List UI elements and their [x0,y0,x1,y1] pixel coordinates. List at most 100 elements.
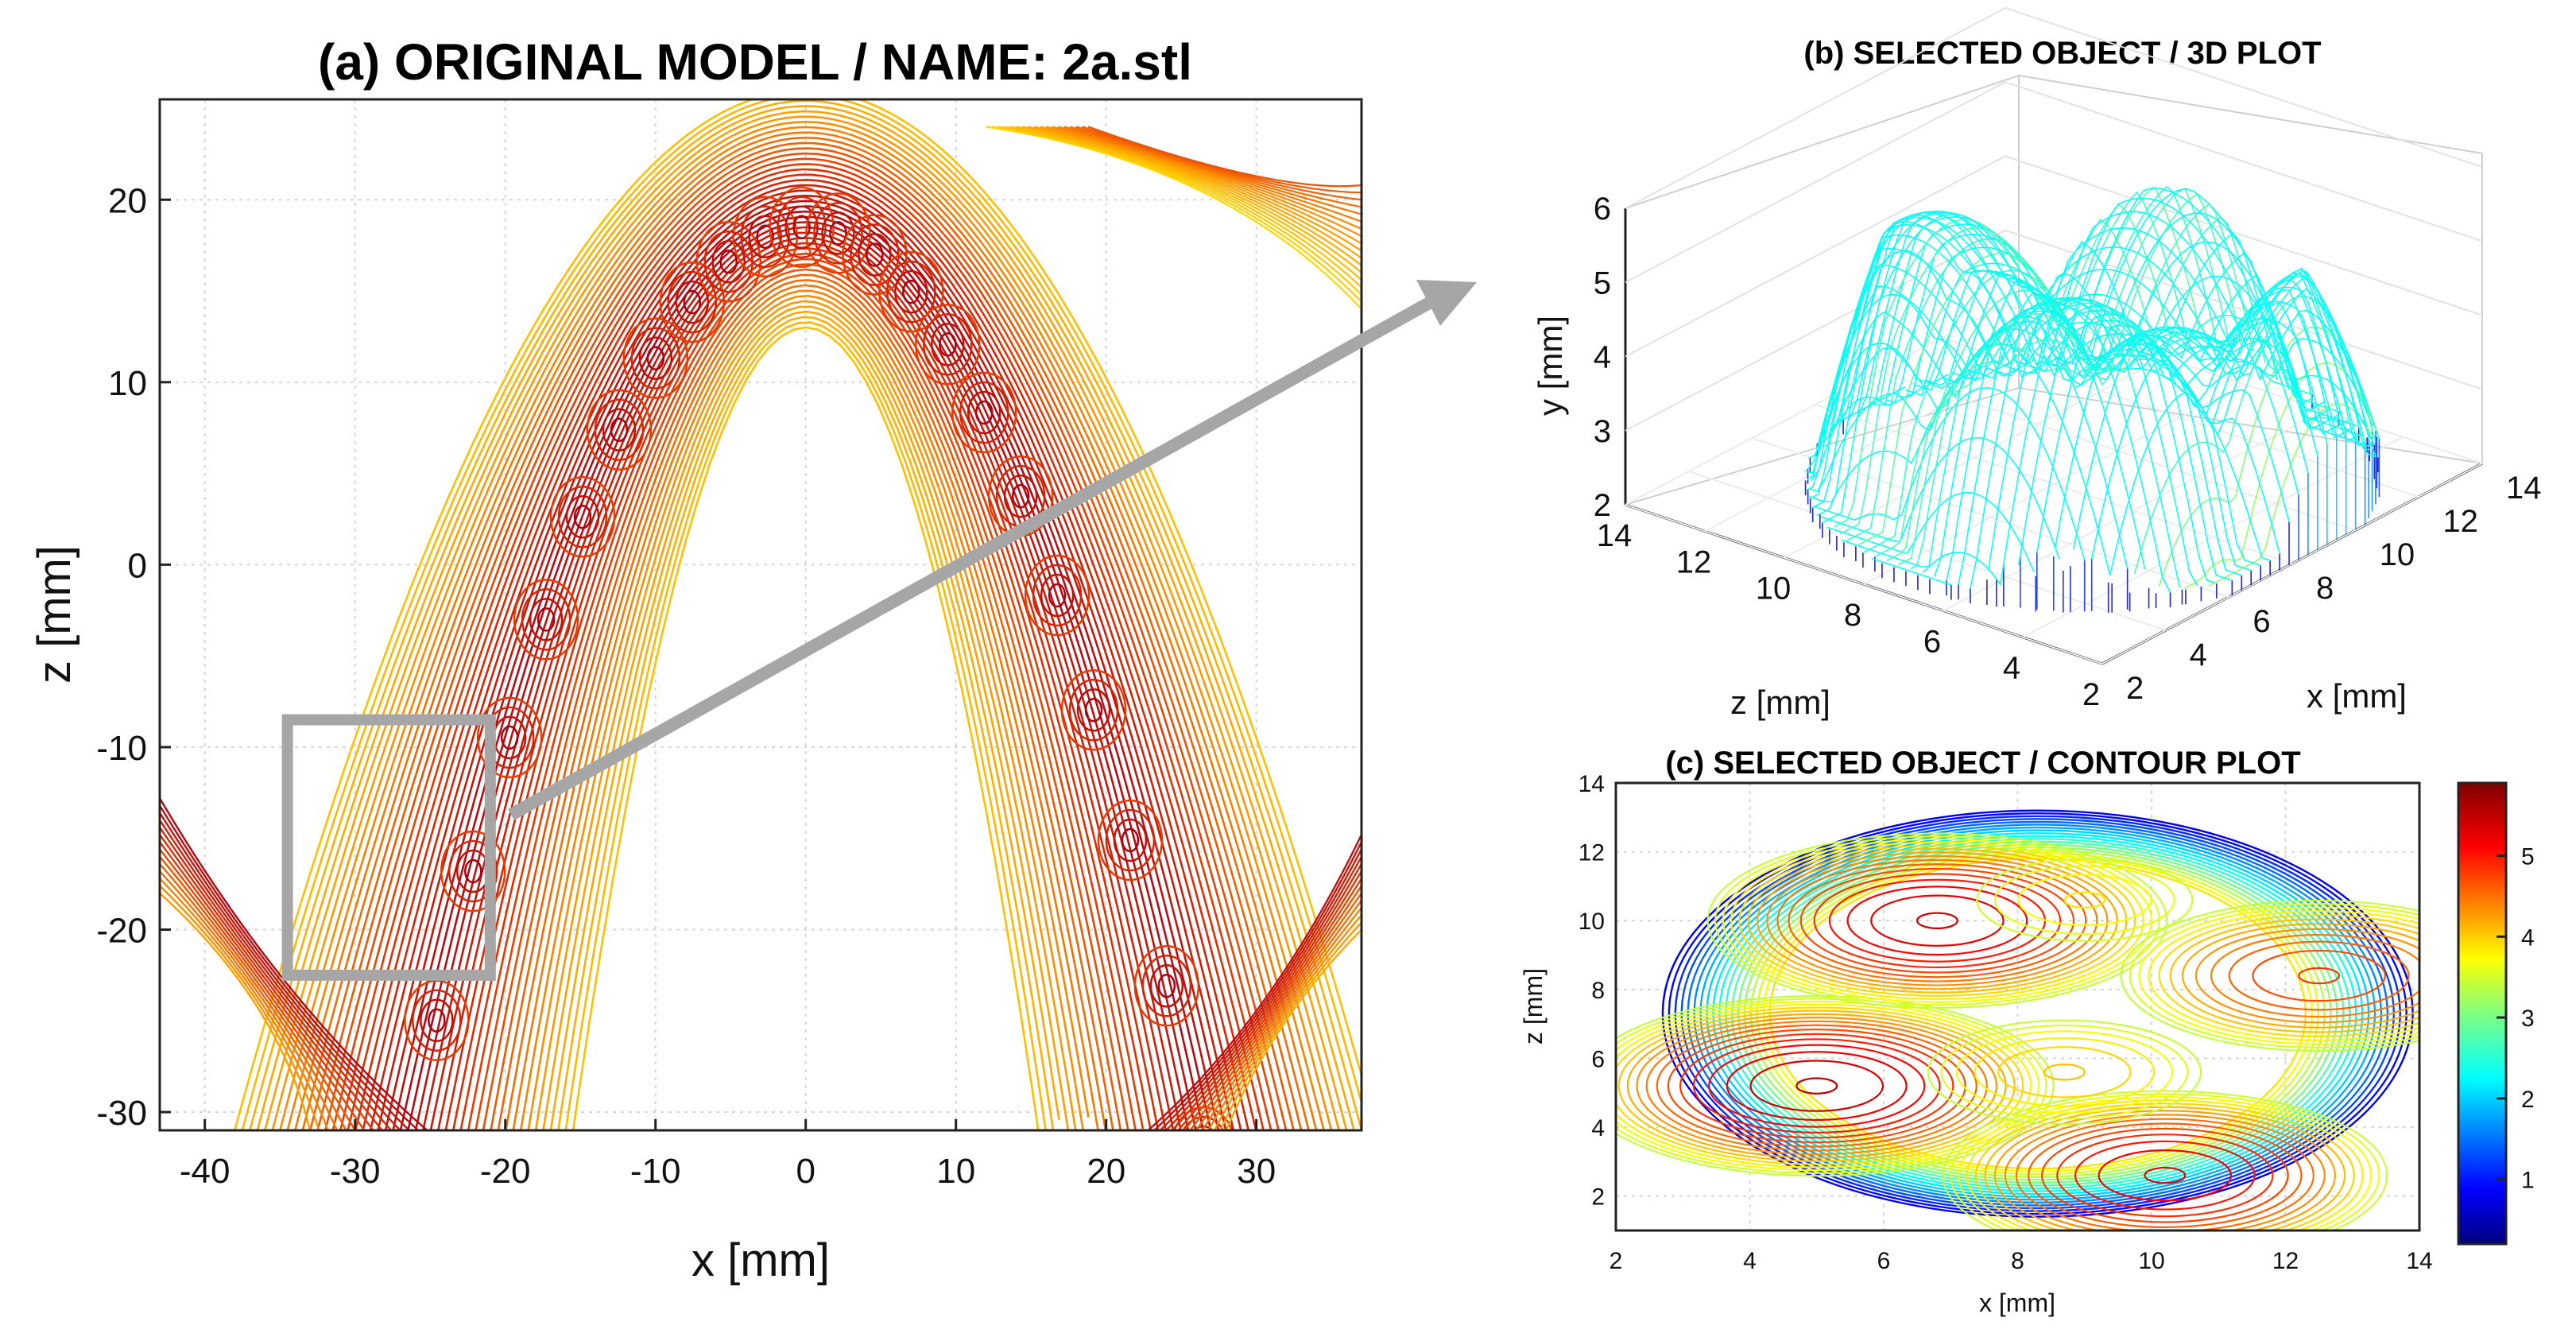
panel-b-ztick-label: 14 [1597,518,1633,553]
panel-a-contour-line [512,284,1099,1130]
panel-c-contour-line [1974,1103,2355,1230]
panel-a-contour-line [475,258,1137,1130]
panel-c-contour-line [1616,998,2047,1174]
panel-b-xtick-label: 8 [2316,571,2334,606]
panel-b-mesh-line [2149,275,2357,427]
panel-b-floor-grid [1704,330,2086,533]
panel-c-ytick-label: 6 [1591,1046,1605,1072]
panel-c-ytick-label: 12 [1579,840,1605,866]
panel-c-contour-line [1870,894,2005,947]
panel-a-contour-line [331,157,1280,1130]
panel-a-tooth-contour [939,332,957,357]
panel-c-contour-line [1927,1019,2202,1126]
panel-a-tooth-contour [740,205,790,268]
panel-a-xtick-label: -40 [180,1152,230,1191]
panel-a-contour-line [467,252,1145,1130]
panel-c-contour-line [2158,914,2419,1037]
panel-a-contour-line [377,189,1235,1130]
panel-c-contour-line [2017,874,2152,926]
panel-c-contour-line [1617,1010,2016,1162]
panel-c-xtick-label: 4 [1743,1248,1757,1274]
panel-a-contour-line [1040,126,1362,245]
panel-a-contour-line [233,99,1362,1130]
panel-a-tooth-contour [821,211,855,255]
panel-c-xtick-label: 2 [1610,1248,1623,1274]
panel-c-contour-line [2144,1166,2187,1184]
panel-c-xlabel: x [mm] [1979,1289,2055,1317]
panel-a-tooth-contour [675,280,710,324]
panel-b-mesh-line [2056,187,2376,445]
panel-a-tooth-contour [586,389,653,471]
panel-a-tooth-contour [784,205,819,250]
panel-a-contour-line [1213,914,1362,1130]
panel-c-ylabel: z [mm] [1519,968,1548,1044]
panel-b-mesh-line [2124,241,2364,437]
panel-a-tooth-contour [646,346,665,370]
panel-a-contour-line [160,892,312,1130]
panel-c-xtick-label: 10 [2138,1248,2164,1274]
panel-c-contours [1616,809,2419,1230]
panel-a-contour-line [1016,126,1362,273]
panel-c-contour-line [1636,1017,1998,1156]
panel-c-contour-line [1799,867,2075,974]
panel-b-mesh-line [1811,215,2078,498]
panel-c-contour-line [1726,1051,1908,1122]
panel-b-mesh-line [2232,358,2313,396]
panel-a-tooth-contour [683,289,702,315]
panel-b-ztick-label: 12 [1676,544,1712,579]
panel-a-contour-line [1033,126,1362,252]
panel-c-contour-line [2228,940,2410,1011]
panel-a-tooth-contour [630,327,681,389]
panel-a-tooth-contour [549,476,616,558]
panel-b-mesh-line [2074,188,2377,458]
panel-a-contour-line [160,804,419,1130]
selection-box [281,714,496,981]
panel-a-tooth-contour [1084,697,1103,723]
panel-a-tooth-contour [951,371,1017,454]
panel-a-contour-line [1183,878,1362,1130]
panel-a-contour-line [1075,126,1362,201]
panel-a-contour-line [1087,126,1362,188]
panel-a-tooth-contour [959,381,1009,444]
panel-b-xtick-label: 10 [2380,537,2415,572]
panel-a-contour-line [362,178,1250,1130]
panel-c-contour-line [1958,1096,2373,1230]
panel-c-contour-line [2015,1118,2315,1230]
panel-a-contour-line [1028,126,1362,259]
panel-c-contour-line [1916,912,1958,929]
panel-a-tooth-contour [1076,688,1111,732]
panel-b-mesh-line [1910,216,2266,570]
panel-c-contour-line [2169,918,2419,1033]
colorbar-tick-label: 4 [2521,924,2535,951]
panel-c-contour-line [2120,899,2419,1052]
panel-a-contour-line [323,152,1288,1130]
panel-c-contour-line [2252,949,2386,1002]
panel-c-contour-line [1616,1006,2024,1165]
panel-b-mesh-line [1841,386,1906,421]
panel-a-tooth-contour [464,858,482,884]
panel-a-tooth-contour [622,317,689,399]
panel-b-ytick-label: 6 [1594,192,1611,227]
panel-a-tooth-contour [476,696,543,779]
panel-a-tooth-contour [1011,483,1030,509]
panel-a-contour-line [1147,834,1362,1130]
panel-a-contour-line [1063,126,1362,215]
panel-b-mesh-line [1818,234,2233,582]
panel-c-contour-line [2063,891,2106,909]
panel-a-tooth-contour [813,202,863,265]
panel-c-contour-line [1725,838,2351,1190]
panel-a-contours [160,99,1362,1130]
panel-a-contour-line [1021,126,1362,266]
panel-a-tooth-contour [428,1008,446,1033]
panel-a-contour-line [271,115,1340,1130]
panel-a-tooth-contour [1032,564,1083,627]
panel-a-tooth-contour [537,607,556,632]
panel-a-tooth-contour [500,725,519,750]
panel-c-contour-line [1706,829,2370,1198]
panel-c-contour-line [1766,855,2109,986]
panel-c-contour-line [2181,923,2419,1029]
panel-c-contour-line [1813,873,2062,969]
panel-a-contour-line [160,820,401,1130]
panel-c-contour-line [1997,1046,2132,1099]
